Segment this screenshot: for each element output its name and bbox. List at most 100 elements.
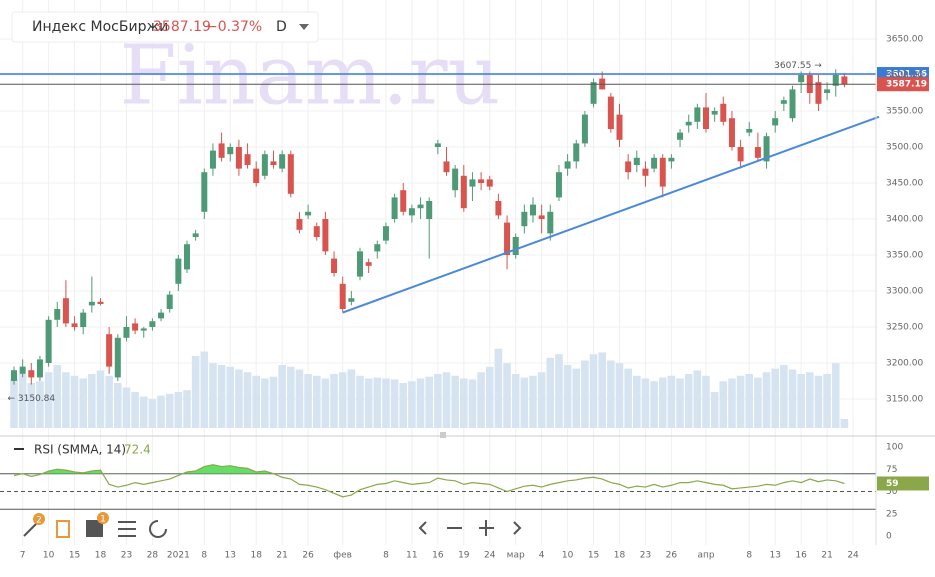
- header-name: Индекс МосБиржи: [32, 19, 168, 35]
- draw-tool[interactable]: [23, 521, 39, 537]
- candle-body: [746, 129, 753, 133]
- volume-bar: [373, 377, 382, 428]
- volume-bar: [598, 352, 606, 428]
- zoom-in[interactable]: [479, 520, 494, 536]
- candle-body: [780, 100, 787, 104]
- candle-body: [166, 294, 173, 309]
- candle-body: [547, 211, 554, 234]
- candle-body: [270, 161, 277, 165]
- volume-bar: [728, 378, 736, 428]
- x-tick-label: 23: [640, 551, 651, 561]
- candle-body: [677, 132, 684, 140]
- volume-bar: [494, 348, 503, 428]
- candle-body: [140, 328, 147, 331]
- volume-bar: [823, 374, 831, 428]
- x-tick-label: 28: [147, 551, 159, 561]
- scroll-right[interactable]: [513, 521, 522, 535]
- x-tick-label: 21: [821, 551, 832, 561]
- volume-bar: [131, 392, 139, 428]
- candle-body: [685, 121, 692, 126]
- volume-bar: [356, 375, 364, 428]
- settings-tool[interactable]: [118, 521, 136, 537]
- volume-bar: [200, 351, 209, 428]
- rsi-tick-label: 25: [886, 509, 897, 519]
- x-tick-label: 26: [666, 551, 678, 561]
- candle-body: [452, 168, 459, 191]
- volume-bar: [442, 372, 451, 428]
- header-price: 3587.19: [153, 19, 211, 35]
- x-tick-label: мар: [507, 551, 525, 561]
- candle-body: [651, 157, 658, 169]
- divider-handle[interactable]: [440, 432, 446, 438]
- candle-body: [754, 147, 761, 158]
- volume-bar: [788, 369, 797, 428]
- volume-bar: [572, 368, 581, 428]
- volume-bar: [615, 363, 624, 428]
- candle-body: [365, 262, 372, 266]
- y-tick-label: 3500.00: [886, 143, 923, 153]
- candle-body: [841, 76, 848, 85]
- volume-bar: [806, 372, 814, 428]
- candle-body: [538, 215, 545, 219]
- y-tick-label: 3650.00: [886, 35, 923, 45]
- toolbar: [23, 520, 522, 538]
- candle-body: [789, 89, 796, 119]
- trendline: [342, 115, 880, 314]
- candle-body: [331, 258, 338, 273]
- candle-body: [417, 204, 424, 209]
- volume-bar: [520, 377, 529, 428]
- volume-bar: [693, 370, 702, 428]
- x-tick-label: 7: [20, 551, 26, 561]
- candle-body: [798, 75, 805, 83]
- volume-bar: [105, 375, 113, 428]
- candle-body: [400, 190, 407, 212]
- volume-bar: [563, 365, 572, 428]
- y-tick-label: 3300.00: [886, 287, 923, 297]
- volume-bar: [607, 360, 615, 428]
- volume-bar: [338, 372, 347, 428]
- volume-bar: [382, 378, 390, 428]
- candle-body: [832, 75, 839, 86]
- badge-text: 2: [36, 516, 42, 526]
- candle-body: [227, 147, 234, 155]
- objects-tool[interactable]: [56, 520, 70, 538]
- candle-body: [71, 323, 78, 327]
- candle-body: [149, 321, 156, 327]
- volume-bar: [780, 365, 788, 428]
- candle-body: [19, 366, 26, 374]
- volume-bar: [754, 377, 762, 428]
- volume-bar: [529, 375, 537, 428]
- y-tick-label: 3150.00: [886, 395, 923, 405]
- x-tick-label: 16: [432, 551, 444, 561]
- volume-bar: [468, 379, 477, 428]
- candle-body: [711, 111, 718, 115]
- scroll-left[interactable]: [418, 521, 427, 535]
- candle-body: [382, 226, 389, 241]
- volume-bar: [710, 392, 719, 428]
- indicators-tool[interactable]: [86, 520, 103, 537]
- candle-body: [824, 89, 831, 93]
- x-tick-label: 10: [43, 551, 55, 561]
- volume-bar: [650, 381, 658, 428]
- y-tick-label: 3600.00: [886, 71, 923, 81]
- volume-bar: [425, 376, 433, 428]
- candle-body: [408, 208, 415, 216]
- volume-bar: [27, 383, 36, 428]
- x-tick-label: 15: [588, 551, 599, 561]
- volume-bar: [633, 375, 641, 428]
- reset-tool[interactable]: [149, 520, 167, 538]
- volume-bar: [537, 372, 546, 428]
- x-tick-label: фев: [333, 551, 352, 561]
- candle-body: [728, 118, 735, 147]
- candle-body: [88, 301, 95, 306]
- candle-body: [737, 147, 744, 162]
- period[interactable]: D: [276, 19, 287, 35]
- watermark: Finam.ru: [120, 29, 501, 124]
- volume-bar: [511, 374, 520, 428]
- candle-body: [11, 370, 17, 381]
- volume-bar: [719, 381, 728, 428]
- candle-body: [460, 175, 467, 209]
- period-dropdown[interactable]: [299, 24, 309, 30]
- x-tick-label: 4: [539, 551, 545, 561]
